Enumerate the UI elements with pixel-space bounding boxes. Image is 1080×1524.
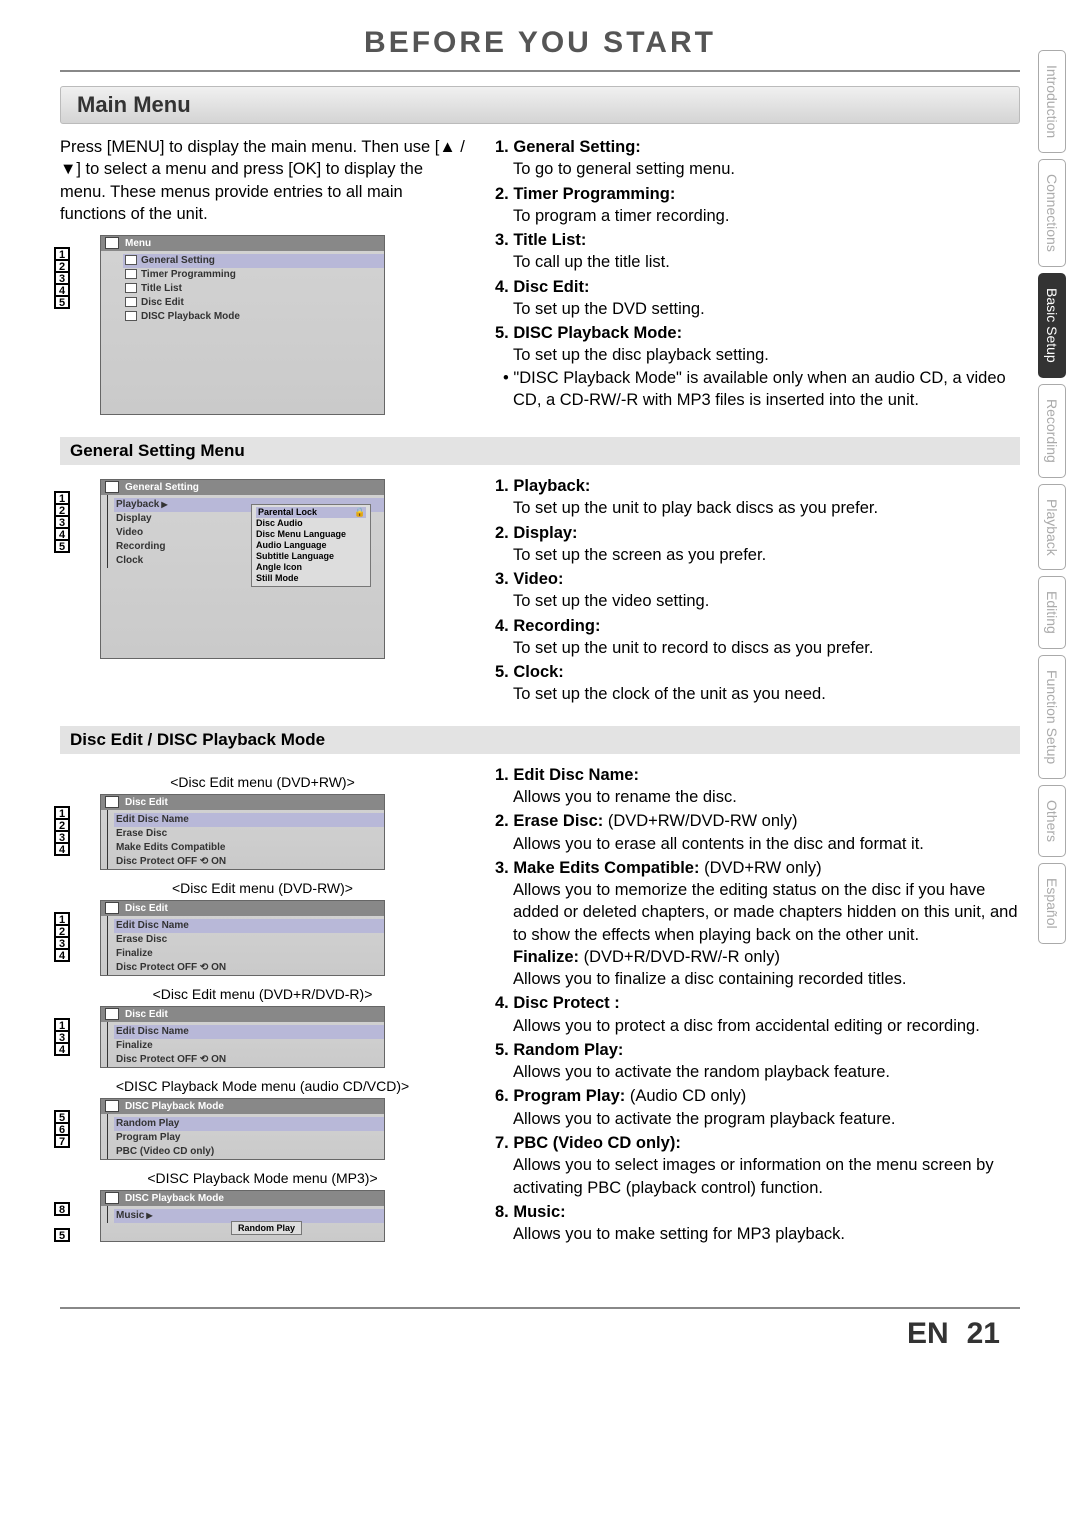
disc-edit-panel: Disc Edit Edit Disc Name Erase Disc Make… (100, 794, 385, 870)
panel-caption: <Disc Edit menu (DVD+RW)> (60, 774, 465, 790)
tab-playback[interactable]: Playback (1038, 484, 1066, 571)
number-callouts: 1 2 3 4 5 (54, 491, 70, 551)
gs-defs: 1. Playback:To set up the unit to play b… (495, 475, 1020, 706)
disc-edit-defs: 1. Edit Disc Name:Allows you to rename t… (495, 764, 1020, 1246)
tab-recording[interactable]: Recording (1038, 384, 1066, 478)
tab-editing[interactable]: Editing (1038, 576, 1066, 649)
general-setting-heading: General Setting Menu (60, 437, 1020, 465)
tab-basic-setup[interactable]: Basic Setup (1038, 273, 1066, 378)
tab-espanol[interactable]: Español (1038, 863, 1066, 944)
side-tab-strip: Introduction Connections Basic Setup Rec… (1038, 50, 1066, 944)
number-callouts: 1 2 3 4 5 (54, 247, 70, 307)
main-menu-defs: 1. General Setting:To go to general sett… (495, 136, 1020, 411)
page-title: BEFORE YOU START (60, 20, 1020, 72)
tab-function-setup[interactable]: Function Setup (1038, 655, 1066, 779)
tab-others[interactable]: Others (1038, 785, 1066, 857)
page-footer: EN21 (60, 1307, 1020, 1351)
main-menu-panel: Menu General Setting Timer Programming T… (100, 235, 385, 415)
tab-connections[interactable]: Connections (1038, 159, 1066, 267)
main-menu-intro: Press [MENU] to display the main menu. T… (60, 136, 465, 225)
main-menu-heading: Main Menu (60, 86, 1020, 124)
tab-introduction[interactable]: Introduction (1038, 50, 1066, 153)
gs-sub-panel: Parental Lock🔒 Disc Audio Disc Menu Lang… (251, 504, 371, 587)
gs-panel: General Setting Playback Display Video R… (100, 479, 385, 659)
disc-edit-heading: Disc Edit / DISC Playback Mode (60, 726, 1020, 754)
